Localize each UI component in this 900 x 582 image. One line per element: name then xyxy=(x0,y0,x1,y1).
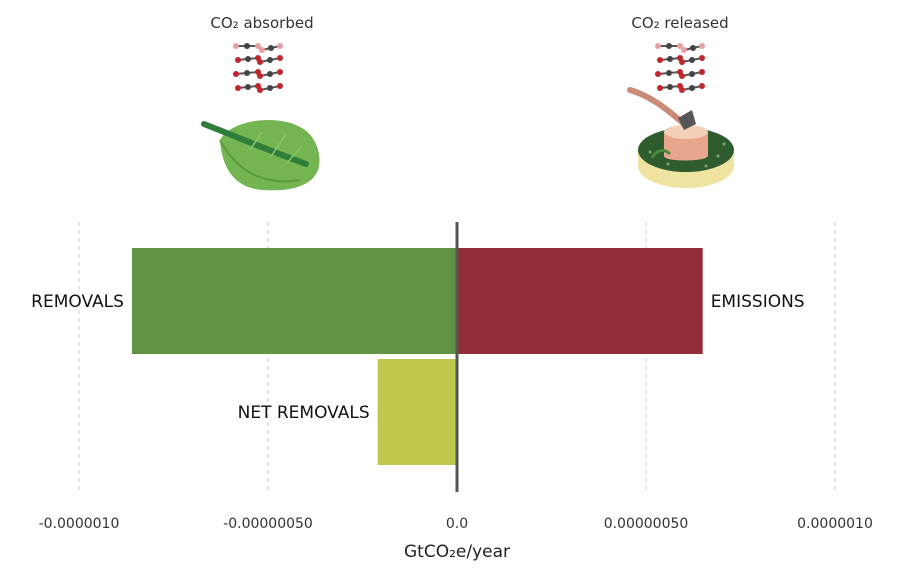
x-tick-label: 0.0 xyxy=(446,516,468,532)
bar-net-removals xyxy=(377,359,457,465)
bar-labels: REMOVALS EMISSIONS NET REMOVALS xyxy=(31,292,804,423)
bar-emissions xyxy=(457,248,703,354)
x-tick-label: -0.0000010 xyxy=(39,516,120,532)
x-tick-labels: -0.0000010 -0.00000050 0.0 0.00000050 0.0000… xyxy=(39,516,873,532)
co2-released-label: CO₂ released xyxy=(631,14,728,32)
co2-absorbed-label: CO₂ absorbed xyxy=(210,14,313,32)
x-tick-label: -0.00000050 xyxy=(223,516,313,532)
deforestation-stump-icon xyxy=(627,87,734,188)
bar-label-removals: REMOVALS xyxy=(31,292,124,312)
bar-label-net-removals: NET REMOVALS xyxy=(238,403,370,423)
co2-molecules-icon xyxy=(655,43,705,93)
x-tick-label: 0.00000050 xyxy=(604,516,689,532)
grid-lines xyxy=(78,222,836,492)
bars xyxy=(131,248,703,465)
leaf-icon xyxy=(201,119,320,191)
bar-removals xyxy=(131,248,458,354)
x-tick-label: 0.0000010 xyxy=(797,516,873,532)
co2-molecules-icon xyxy=(233,43,283,93)
bar-label-emissions: EMISSIONS xyxy=(711,292,805,312)
x-axis-label: GtCO₂e/year xyxy=(404,542,510,562)
